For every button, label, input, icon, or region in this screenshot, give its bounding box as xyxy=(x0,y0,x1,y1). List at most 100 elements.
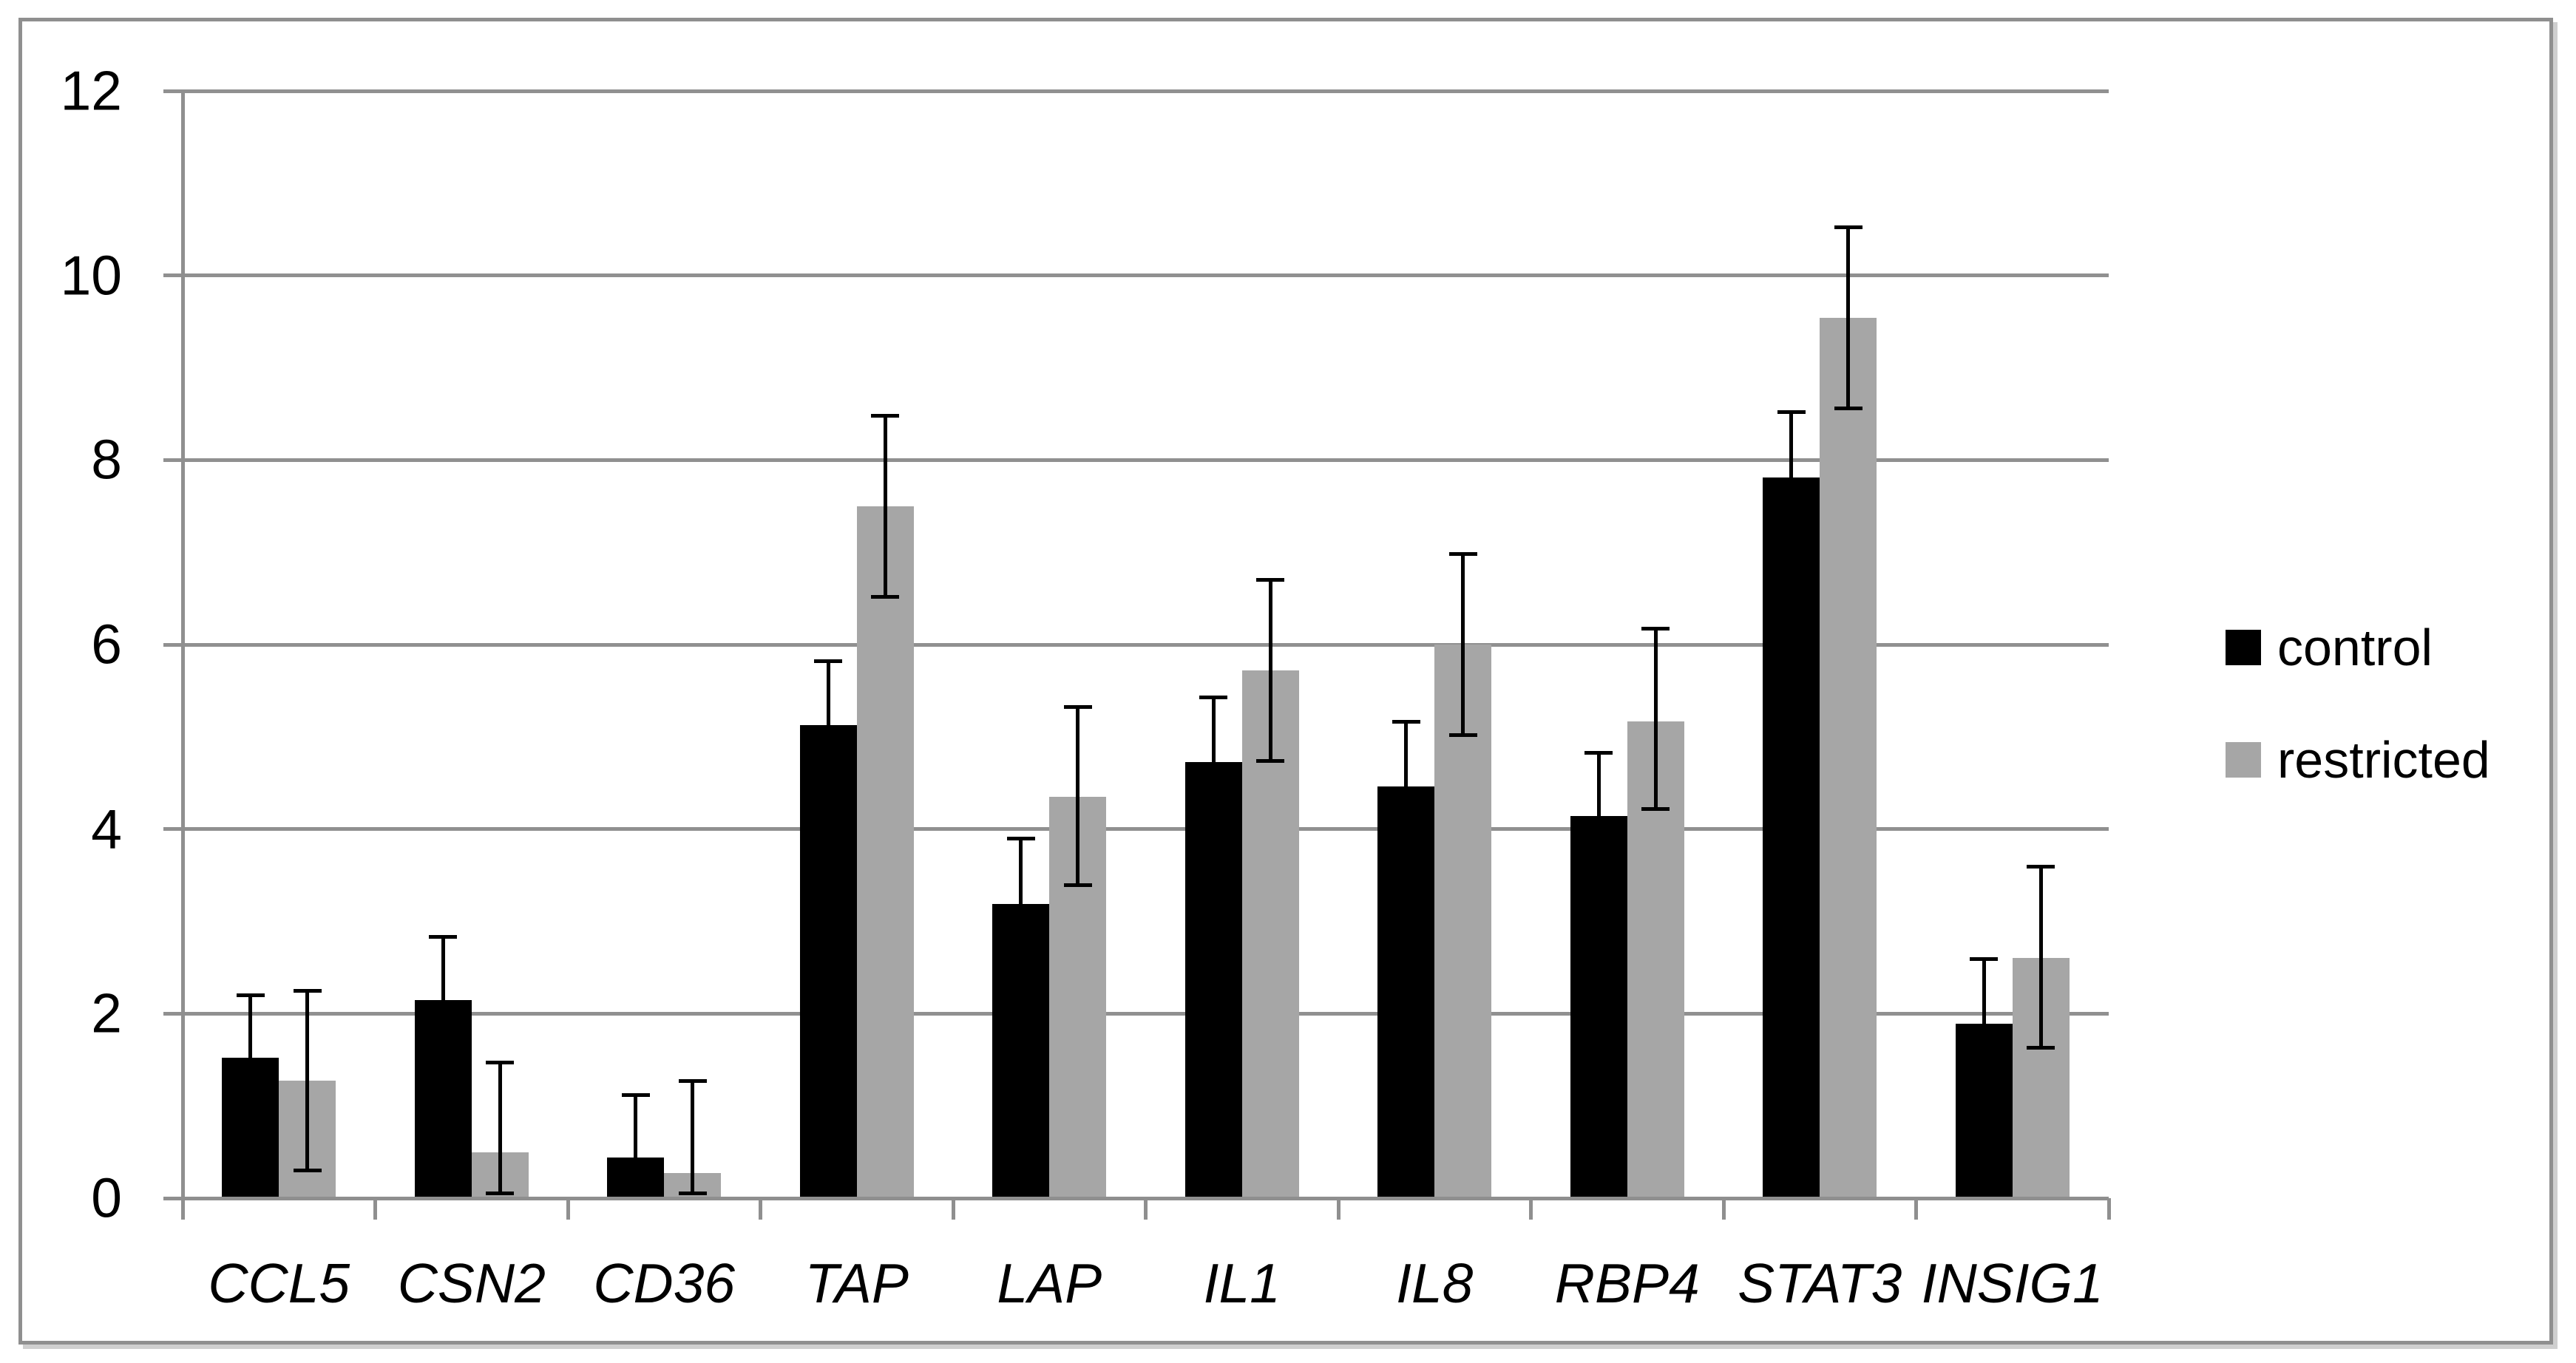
gridline-8 xyxy=(163,458,2109,462)
x-axis-tick-2 xyxy=(566,1198,570,1220)
restricted-swatch-icon xyxy=(2226,742,2261,778)
chart-frame: 0 2 4 6 8 10 12 CCL5 CSN2 CD36 TAP LAP IL1 IL8 RBP4 STA… xyxy=(18,18,2553,1345)
error-cap-bottom-restricted-RBP4 xyxy=(1641,806,1670,811)
bar-restricted-IL8 xyxy=(1434,645,1492,1198)
error-bar-control-LAP xyxy=(1019,838,1023,970)
error-bar-control-RBP4 xyxy=(1596,752,1601,880)
bar-control-TAP xyxy=(799,724,857,1198)
bar-control-IL1 xyxy=(1184,761,1242,1198)
error-cap-bottom-restricted-TAP xyxy=(871,594,900,599)
legend-label-control: control xyxy=(2277,619,2433,676)
y-tick-label-0: 0 xyxy=(91,1166,122,1229)
x-axis-tick-1 xyxy=(373,1198,377,1220)
error-bar-control-IL1 xyxy=(1211,697,1216,826)
bar-control-IL8 xyxy=(1377,786,1435,1198)
error-bar-control-STAT3 xyxy=(1789,412,1794,543)
error-cap-bottom-restricted-STAT3 xyxy=(1834,406,1862,410)
error-cap-top-restricted-IL8 xyxy=(1448,552,1477,557)
error-cap-bottom-control-CD36 xyxy=(621,1192,650,1196)
error-bar-restricted-CD36 xyxy=(691,1081,695,1194)
x-axis-line xyxy=(163,1196,2109,1200)
error-cap-bottom-restricted-CCL5 xyxy=(293,1169,322,1173)
error-cap-top-control-CD36 xyxy=(621,1092,650,1097)
error-cap-top-control-IL1 xyxy=(1199,695,1228,699)
gridline-12 xyxy=(163,89,2109,93)
legend-label-restricted: restricted xyxy=(2277,731,2490,789)
legend-item-control: control xyxy=(2226,621,2490,674)
y-tick-label-4: 4 xyxy=(91,798,122,860)
error-cap-bottom-restricted-IL1 xyxy=(1256,758,1285,763)
error-bar-restricted-CCL5 xyxy=(305,990,310,1171)
x-axis-tick-5 xyxy=(1144,1198,1148,1220)
control-swatch-icon xyxy=(2226,630,2261,665)
error-cap-top-control-STAT3 xyxy=(1777,409,1806,414)
y-tick-label-12: 12 xyxy=(60,59,122,122)
legend: control restricted xyxy=(2226,621,2490,786)
category-label-RBP4: RBP4 xyxy=(1554,1252,1700,1314)
gridline-2 xyxy=(163,1011,2109,1016)
category-label-CSN2: CSN2 xyxy=(397,1252,546,1314)
category-label-LAP: LAP xyxy=(997,1252,1102,1314)
error-bar-restricted-LAP xyxy=(1076,707,1080,886)
error-cap-bottom-control-TAP xyxy=(814,786,843,791)
error-bar-control-INSIG1 xyxy=(1982,959,1986,1089)
error-bar-restricted-STAT3 xyxy=(1846,227,1851,409)
error-cap-bottom-control-STAT3 xyxy=(1777,541,1806,545)
y-tick-label-8: 8 xyxy=(91,428,122,491)
category-label-STAT3: STAT3 xyxy=(1738,1252,1902,1314)
error-cap-bottom-control-IL1 xyxy=(1199,824,1228,829)
error-cap-top-restricted-IL1 xyxy=(1256,578,1285,582)
bar-restricted-STAT3 xyxy=(1820,318,1877,1198)
error-cap-top-restricted-LAP xyxy=(1063,705,1092,710)
error-cap-bottom-control-IL8 xyxy=(1392,849,1420,854)
error-cap-top-restricted-INSIG1 xyxy=(2027,865,2055,869)
gridline-6 xyxy=(163,642,2109,647)
error-cap-top-control-RBP4 xyxy=(1584,750,1613,755)
error-cap-bottom-restricted-IL8 xyxy=(1448,733,1477,737)
error-bar-control-CCL5 xyxy=(248,995,253,1121)
y-tick-label-2: 2 xyxy=(91,982,122,1044)
y-axis-line xyxy=(180,91,185,1220)
category-label-INSIG1: INSIG1 xyxy=(1921,1252,2104,1314)
category-label-CD36: CD36 xyxy=(593,1252,736,1314)
error-bar-control-CD36 xyxy=(634,1095,638,1194)
error-cap-bottom-control-CSN2 xyxy=(429,1060,458,1064)
error-bar-restricted-IL8 xyxy=(1461,554,1465,735)
category-label-CCL5: CCL5 xyxy=(208,1252,350,1314)
error-cap-bottom-restricted-CD36 xyxy=(678,1192,707,1196)
x-axis-tick-6 xyxy=(1336,1198,1340,1220)
x-axis-tick-3 xyxy=(759,1198,762,1220)
error-cap-bottom-control-LAP xyxy=(1006,967,1035,971)
y-tick-label-6: 6 xyxy=(91,613,122,676)
error-cap-bottom-control-INSIG1 xyxy=(1970,1086,1999,1090)
category-label-IL8: IL8 xyxy=(1396,1252,1474,1314)
x-axis-tick-8 xyxy=(1721,1198,1726,1220)
error-cap-top-control-CSN2 xyxy=(429,935,458,939)
gridline-10 xyxy=(163,273,2109,278)
error-bar-control-CSN2 xyxy=(441,937,445,1063)
x-axis-tick-4 xyxy=(951,1198,955,1220)
error-cap-top-restricted-CSN2 xyxy=(486,1060,515,1064)
category-label-IL1: IL1 xyxy=(1203,1252,1281,1314)
error-bar-control-TAP xyxy=(826,661,830,789)
gridline-4 xyxy=(163,827,2109,832)
legend-item-restricted: restricted xyxy=(2226,733,2490,786)
bar-restricted-TAP xyxy=(856,506,914,1198)
error-bar-control-IL8 xyxy=(1404,721,1409,852)
error-bar-restricted-TAP xyxy=(883,415,887,597)
category-label-TAP: TAP xyxy=(804,1252,909,1314)
x-axis-tick-9 xyxy=(1914,1198,1918,1220)
error-cap-bottom-restricted-CSN2 xyxy=(486,1192,515,1196)
error-cap-bottom-restricted-INSIG1 xyxy=(2027,1046,2055,1050)
error-cap-top-restricted-RBP4 xyxy=(1641,627,1670,631)
error-bar-restricted-CSN2 xyxy=(498,1062,502,1194)
plot-area: 0 2 4 6 8 10 12 CCL5 CSN2 CD36 TAP LAP IL1 IL8 RBP4 STA… xyxy=(22,21,2549,1341)
error-cap-top-restricted-CD36 xyxy=(678,1078,707,1083)
y-tick-label-10: 10 xyxy=(60,244,122,307)
x-axis-tick-7 xyxy=(1529,1198,1533,1220)
error-cap-top-restricted-TAP xyxy=(871,413,900,418)
error-cap-top-control-CCL5 xyxy=(236,993,265,997)
error-cap-top-restricted-CCL5 xyxy=(293,988,322,993)
error-bar-restricted-IL1 xyxy=(1268,579,1272,761)
